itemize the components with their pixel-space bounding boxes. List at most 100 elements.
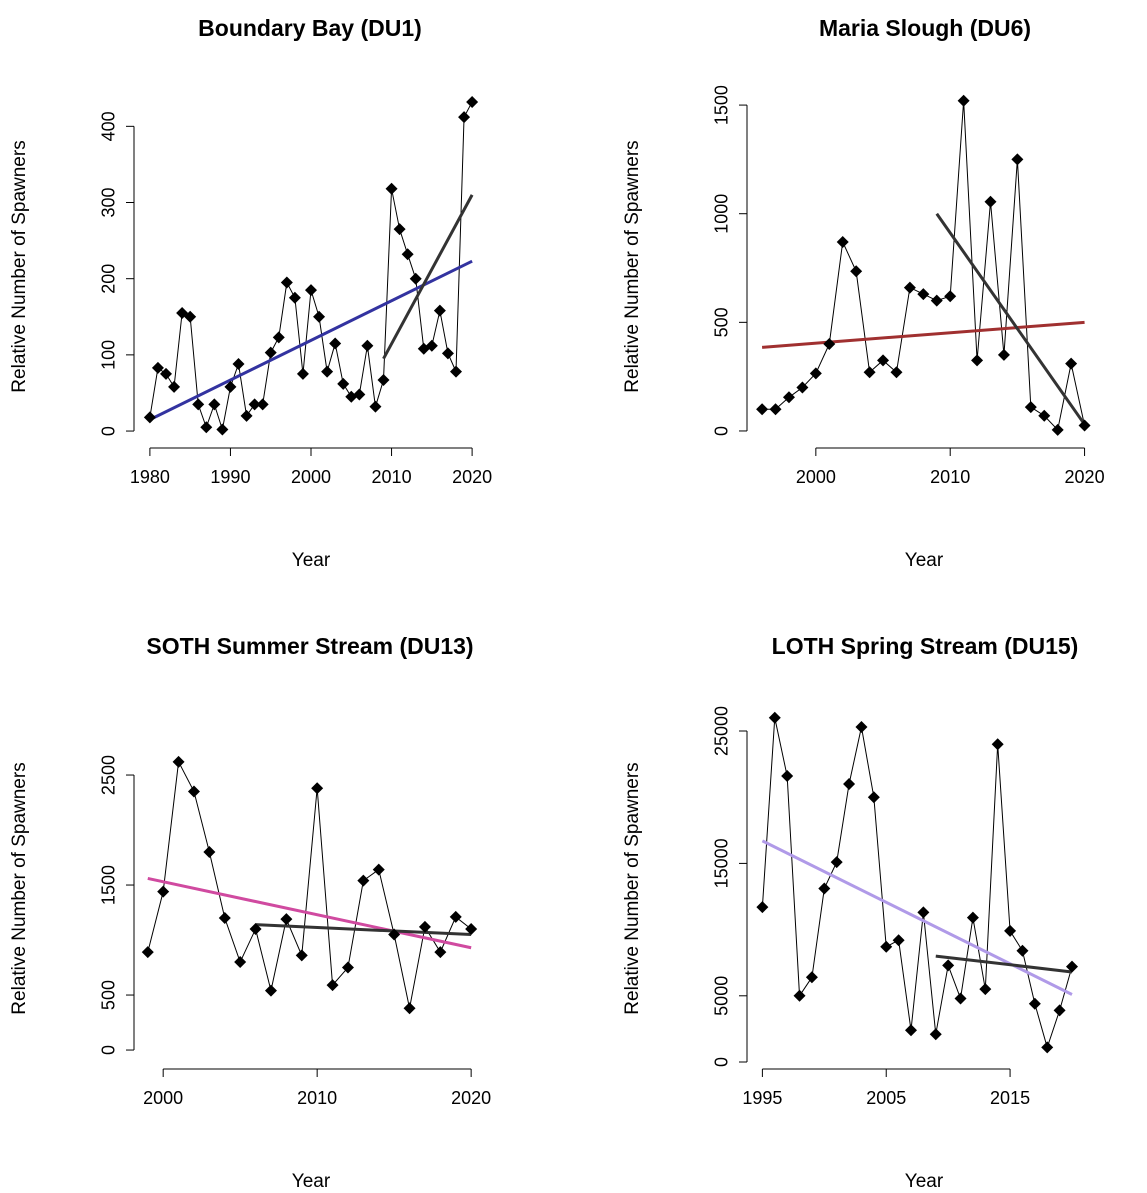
data-point: [151, 361, 164, 374]
data-point: [305, 284, 317, 297]
data-point: [385, 182, 398, 195]
data-point: [433, 304, 446, 317]
y-tick-label: 1500: [712, 85, 732, 125]
data-point: [418, 920, 431, 933]
x-tick-label: 1995: [742, 1088, 782, 1108]
y-axis-label: Relative Number of Spawners: [9, 762, 30, 1014]
data-point: [240, 409, 253, 422]
data-point: [917, 906, 930, 919]
data-point: [232, 358, 245, 371]
x-tick-label: 1990: [210, 467, 250, 487]
data-point: [218, 912, 231, 925]
chart-title: Boundary Bay (DU1): [198, 15, 422, 41]
data-point: [224, 380, 237, 393]
y-tick-label: 15000: [712, 838, 732, 888]
trend-line: [935, 954, 1073, 974]
data-point: [272, 331, 285, 344]
data-point: [836, 235, 849, 248]
x-tick-label: 2015: [990, 1088, 1030, 1108]
data-point: [1024, 401, 1037, 414]
data-point: [160, 367, 172, 380]
y-tick-label: 25000: [712, 706, 732, 756]
data-point: [805, 971, 818, 984]
y-tick-label: 500: [712, 307, 732, 337]
x-tick-label: 2000: [291, 467, 331, 487]
trend-line: [147, 876, 472, 950]
data-point: [809, 367, 822, 380]
data-point: [1051, 423, 1064, 436]
trend-line: [761, 320, 1085, 349]
y-tick-label: 2500: [99, 755, 119, 795]
data-point: [769, 403, 782, 416]
x-tick-label: 2020: [451, 1088, 491, 1108]
y-tick-label: 0: [712, 426, 732, 436]
data-point: [991, 738, 1004, 751]
data-point: [1038, 409, 1051, 422]
data-point: [141, 946, 154, 959]
y-tick-label: 5000: [712, 976, 732, 1016]
data-point: [863, 366, 876, 379]
data-point: [425, 339, 438, 352]
data-point: [337, 377, 350, 390]
data-point: [208, 398, 221, 411]
data-point: [249, 923, 262, 936]
data-line: [147, 760, 472, 1009]
data-point: [781, 770, 794, 783]
data-point: [1053, 1004, 1066, 1017]
data-point: [823, 338, 836, 351]
data-point: [880, 940, 893, 953]
data-point: [256, 398, 269, 411]
x-tick-label: 2010: [930, 467, 970, 487]
data-point: [280, 913, 293, 926]
data-point: [280, 276, 293, 289]
data-point: [756, 403, 769, 416]
data-point: [388, 928, 401, 941]
data-point: [143, 411, 156, 424]
data-point: [369, 400, 382, 413]
trend-line: [935, 212, 1086, 426]
trend-line: [382, 194, 474, 360]
x-axis-label: Year: [292, 1171, 331, 1192]
y-tick-label: 1000: [712, 194, 732, 234]
data-point: [288, 291, 301, 304]
data-point: [756, 901, 769, 914]
data-point: [341, 961, 354, 974]
data-point: [264, 346, 277, 359]
x-tick-label: 2000: [143, 1088, 183, 1108]
data-point: [295, 949, 308, 962]
data-point: [904, 1024, 917, 1037]
data-point: [192, 398, 205, 411]
data-point: [321, 365, 334, 378]
x-axis-label: Year: [292, 550, 331, 571]
data-point: [401, 248, 414, 261]
x-axis-label: Year: [905, 550, 944, 571]
y-axis-label: Relative Number of Spawners: [9, 140, 30, 392]
y-tick-label: 100: [99, 340, 119, 370]
x-tick-label: 2020: [452, 467, 492, 487]
y-tick-label: 300: [99, 187, 119, 217]
y-tick-label: 200: [99, 264, 119, 294]
y-tick-label: 0: [99, 426, 119, 436]
data-point: [892, 934, 905, 947]
data-point: [234, 956, 247, 969]
data-point: [157, 885, 170, 898]
trend-line: [149, 259, 473, 421]
data-point: [843, 777, 856, 790]
data-point: [942, 959, 955, 972]
trend-line: [255, 923, 472, 937]
data-point: [168, 380, 181, 393]
data-point: [971, 354, 984, 367]
y-tick-label: 0: [712, 1057, 732, 1067]
data-point: [903, 281, 916, 294]
trend-line: [761, 839, 1073, 996]
data-point: [172, 755, 185, 768]
data-point: [768, 711, 781, 724]
data-point: [203, 846, 216, 859]
data-line: [761, 717, 1073, 1050]
data-point: [313, 310, 326, 323]
data-point: [311, 782, 324, 795]
y-tick-label: 1500: [99, 865, 119, 905]
data-line: [149, 101, 473, 430]
y-tick-label: 500: [99, 980, 119, 1010]
